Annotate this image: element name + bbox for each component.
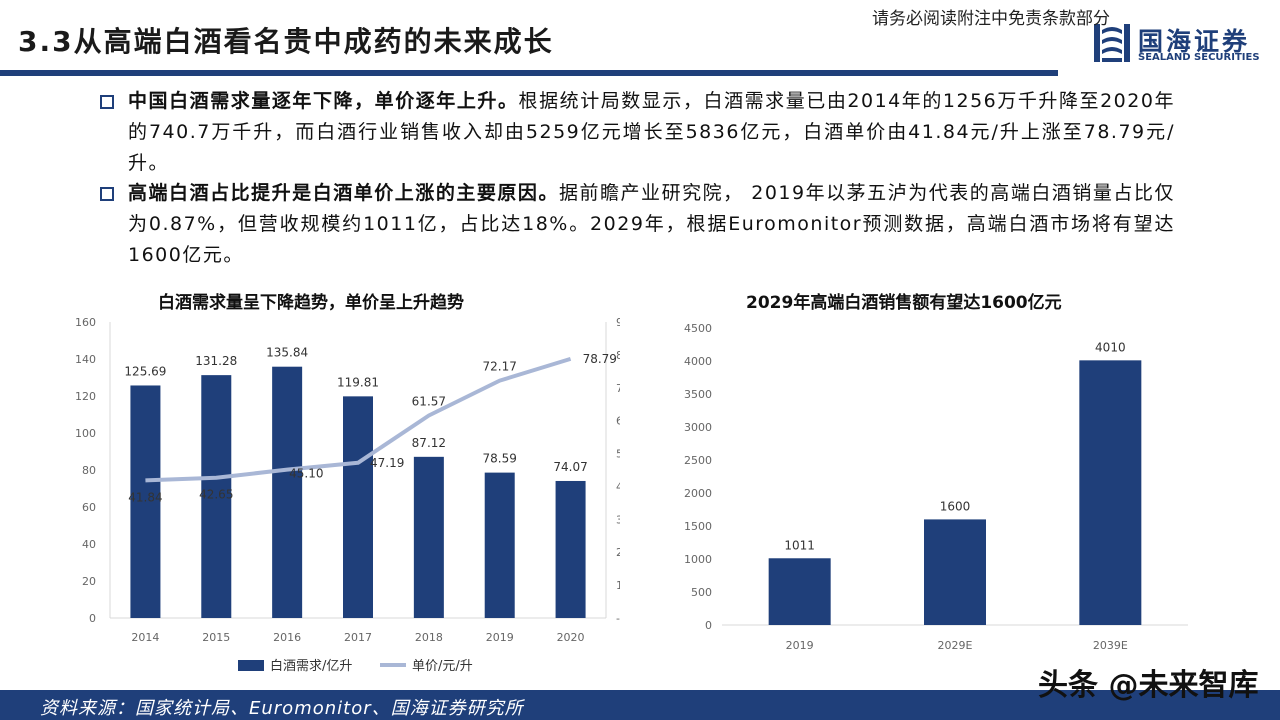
y-tick-label: 2500 [684,454,712,467]
x-tick-label: 2029E [938,639,973,652]
price-point-label: 72.17 [483,360,517,374]
footer-bar: 资料来源：国家统计局、Euromonitor、国海证券研究所 [0,690,1280,720]
y-tick-label: 3000 [684,421,712,434]
bullet-2-heading: 高端白酒占比提升是白酒单价上涨的主要原因。 [128,182,559,204]
demand-bar [343,396,373,618]
logo-text-cn: 国海证券 [1138,27,1251,56]
y-tick-label: 4000 [684,355,712,368]
demand-bar [413,456,444,618]
y-tick-label: 500 [691,586,712,599]
right-y-tick-label: 20 [616,546,620,559]
bullet-1-heading: 中国白酒需求量逐年下降，单价逐年上升。 [128,90,519,112]
x-tick-label: 2017 [344,631,372,644]
legend-bar-swatch [238,660,264,671]
legend-bar-label: 白酒需求/亿升 [270,658,352,674]
x-tick-label: 2015 [202,631,230,644]
sales-bar [1079,360,1142,625]
bullet-2-text: 据前瞻产业研究院， 2019年以茅五泸为代表的高端白酒销量占比仅为0.87%，但… [128,182,1175,266]
x-tick-label: 2016 [273,631,301,644]
sales-bar [768,558,831,625]
demand-bar [272,366,303,618]
demand-bar [201,375,232,618]
y-tick-label: 2000 [684,487,712,500]
bullet-square-icon [100,95,114,109]
right-y-tick-label: 10 [616,579,620,592]
price-point-label: 45.10 [289,467,323,481]
left-y-tick-label: 20 [82,575,96,588]
right-y-tick-label: 90 [616,316,620,329]
footer-disclaimer: 请务必阅读附注中免责条款部分 [872,9,1110,29]
demand-bar-label: 135.84 [266,346,308,360]
demand-bar-label: 131.28 [195,354,237,368]
demand-bar-label: 74.07 [553,460,587,474]
chart2-title: 2029年高端白酒销售额有望达1600亿元 [746,293,1062,313]
price-point-label: 47.19 [370,456,404,470]
sales-bar-label: 1600 [940,499,971,513]
bullet-1-text: 根据统计局数显示，白酒需求量已由2014年的1256万千升降至2020年的740… [128,90,1175,174]
sales-bar-label: 4010 [1095,340,1126,354]
demand-bar [484,472,515,618]
demand-bar [555,480,586,618]
x-tick-label: 2020 [557,631,585,644]
price-point-label: 61.57 [412,395,446,409]
right-y-tick-label: 80 [616,349,620,362]
left-y-tick-label: 80 [82,464,96,477]
demand-bar-label: 78.59 [483,452,517,466]
x-tick-label: 2039E [1093,639,1128,652]
sales-bar-label: 1011 [784,538,815,552]
price-line [145,356,572,483]
left-y-tick-label: 40 [82,538,96,551]
company-logo: 国海证券 SEALAND SECURITIES [1092,20,1272,70]
price-point-label: 41.84 [128,490,162,504]
sales-bar [924,519,986,625]
right-y-tick-label: 40 [616,480,620,493]
page-title: 3.3从高端白酒看名贵中成药的未来成长 [18,25,554,58]
y-tick-label: 1500 [684,520,712,533]
left-y-tick-label: 100 [75,427,96,440]
price-point-label: 78.79 [583,352,617,366]
demand-bar-label: 119.81 [337,375,379,389]
left-y-tick-label: 140 [75,353,96,366]
left-y-tick-label: 60 [82,501,96,514]
x-tick-label: 2019 [486,631,514,644]
demand-bar [130,385,161,618]
right-y-tick-label: - [616,612,620,625]
price-point-label: 42.65 [199,488,233,502]
x-tick-label: 2019 [786,639,814,652]
logo-emblem-icon [1094,24,1130,62]
logo-text-en: SEALAND SECURITIES [1138,52,1260,63]
left-y-tick-label: 120 [75,390,96,403]
demand-bar-label: 87.12 [412,436,446,450]
high-end-sales-chart: 0 500 1000 1500 2000 2500 3000 3500 4000 4500 1011… [684,322,1188,652]
x-tick-label: 2014 [131,631,159,644]
watermark: 头条 @未来智库 [1038,668,1259,703]
y-tick-label: 0 [705,619,712,632]
right-y-tick-label: 70 [616,382,620,395]
demand-bar-label: 125.69 [124,364,166,378]
demand-price-chart: 0 20 40 60 80 100 120 140 160 - 10 20 30 40 50 60 70 80 90… [75,316,620,674]
right-y-tick-label: 50 [616,448,620,461]
footer-source: 资料来源：国家统计局、Euromonitor、国海证券研究所 [40,698,524,719]
right-y-tick-label: 30 [616,513,620,526]
y-tick-label: 4500 [684,322,712,335]
y-tick-label: 1000 [684,553,712,566]
x-tick-label: 2018 [415,631,443,644]
y-tick-label: 3500 [684,388,712,401]
legend-line-label: 单价/元/升 [412,659,473,674]
header-divider [0,70,1058,76]
left-y-tick-label: 160 [75,316,96,329]
bullet-1: 中国白酒需求量逐年下降，单价逐年上升。根据统计局数显示，白酒需求量已由2014年… [100,86,1175,179]
left-y-tick-label: 0 [89,612,96,625]
chart1-title: 白酒需求量呈下降趋势，单价呈上升趋势 [158,293,464,313]
bullet-square-icon [100,187,114,201]
right-y-tick-label: 60 [616,415,620,428]
bullet-2: 高端白酒占比提升是白酒单价上涨的主要原因。据前瞻产业研究院， 2019年以茅五泸… [100,178,1175,271]
